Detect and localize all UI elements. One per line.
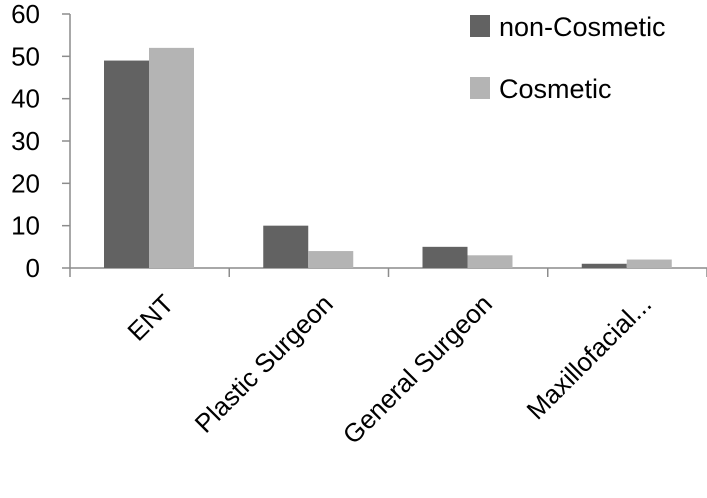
bar-non-cosmetic-general-surgeon (422, 246, 468, 268)
bar-cosmetic-plastic-surgeon (308, 251, 354, 268)
y-tick-label: 40 (11, 84, 40, 114)
legend: non-Cosmetic Cosmetic (470, 12, 666, 104)
bar-cosmetic-ent (149, 47, 194, 268)
legend-swatch (470, 15, 490, 37)
y-tick-label: 20 (11, 168, 40, 198)
y-tick-label: 50 (11, 41, 40, 71)
bar-non-cosmetic-maxillofacial- (581, 263, 627, 268)
category-label: ENT (121, 289, 179, 347)
bar-non-cosmetic-plastic-surgeon (263, 225, 309, 268)
y-tick-label: 60 (11, 0, 40, 29)
y-tick-label: 0 (26, 253, 40, 283)
legend-label: non-Cosmetic (499, 12, 666, 42)
bar-cosmetic-general-surgeon (467, 255, 513, 268)
bars (104, 47, 672, 268)
bar-cosmetic-maxillofacial- (626, 259, 672, 268)
legend-label: Cosmetic (499, 74, 612, 104)
category-label: General Surgeon (337, 289, 498, 450)
bar-non-cosmetic-ent (104, 60, 149, 268)
category-label: Maxillofacial... (521, 289, 658, 426)
y-tick-label: 30 (11, 126, 40, 156)
legend-swatch (470, 77, 490, 99)
category-label: Plastic Surgeon (189, 289, 339, 439)
y-tick-label: 10 (11, 211, 40, 241)
y-tick-labels: 0 10 20 30 40 50 60 (11, 0, 40, 283)
